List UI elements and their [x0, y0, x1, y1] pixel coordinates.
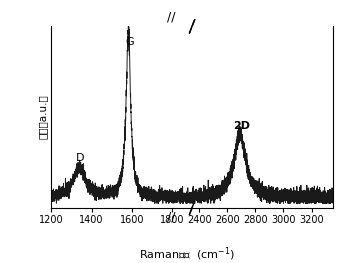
- Text: D: D: [76, 153, 85, 163]
- Text: Raman位移  (cm$^{-1}$): Raman位移 (cm$^{-1}$): [139, 245, 235, 262]
- Y-axis label: 强度（a.u.）: 强度（a.u.）: [37, 95, 47, 139]
- Text: 2D: 2D: [234, 121, 250, 131]
- Text: G: G: [126, 37, 134, 47]
- Text: //: //: [167, 210, 176, 224]
- Text: //: //: [167, 11, 176, 24]
